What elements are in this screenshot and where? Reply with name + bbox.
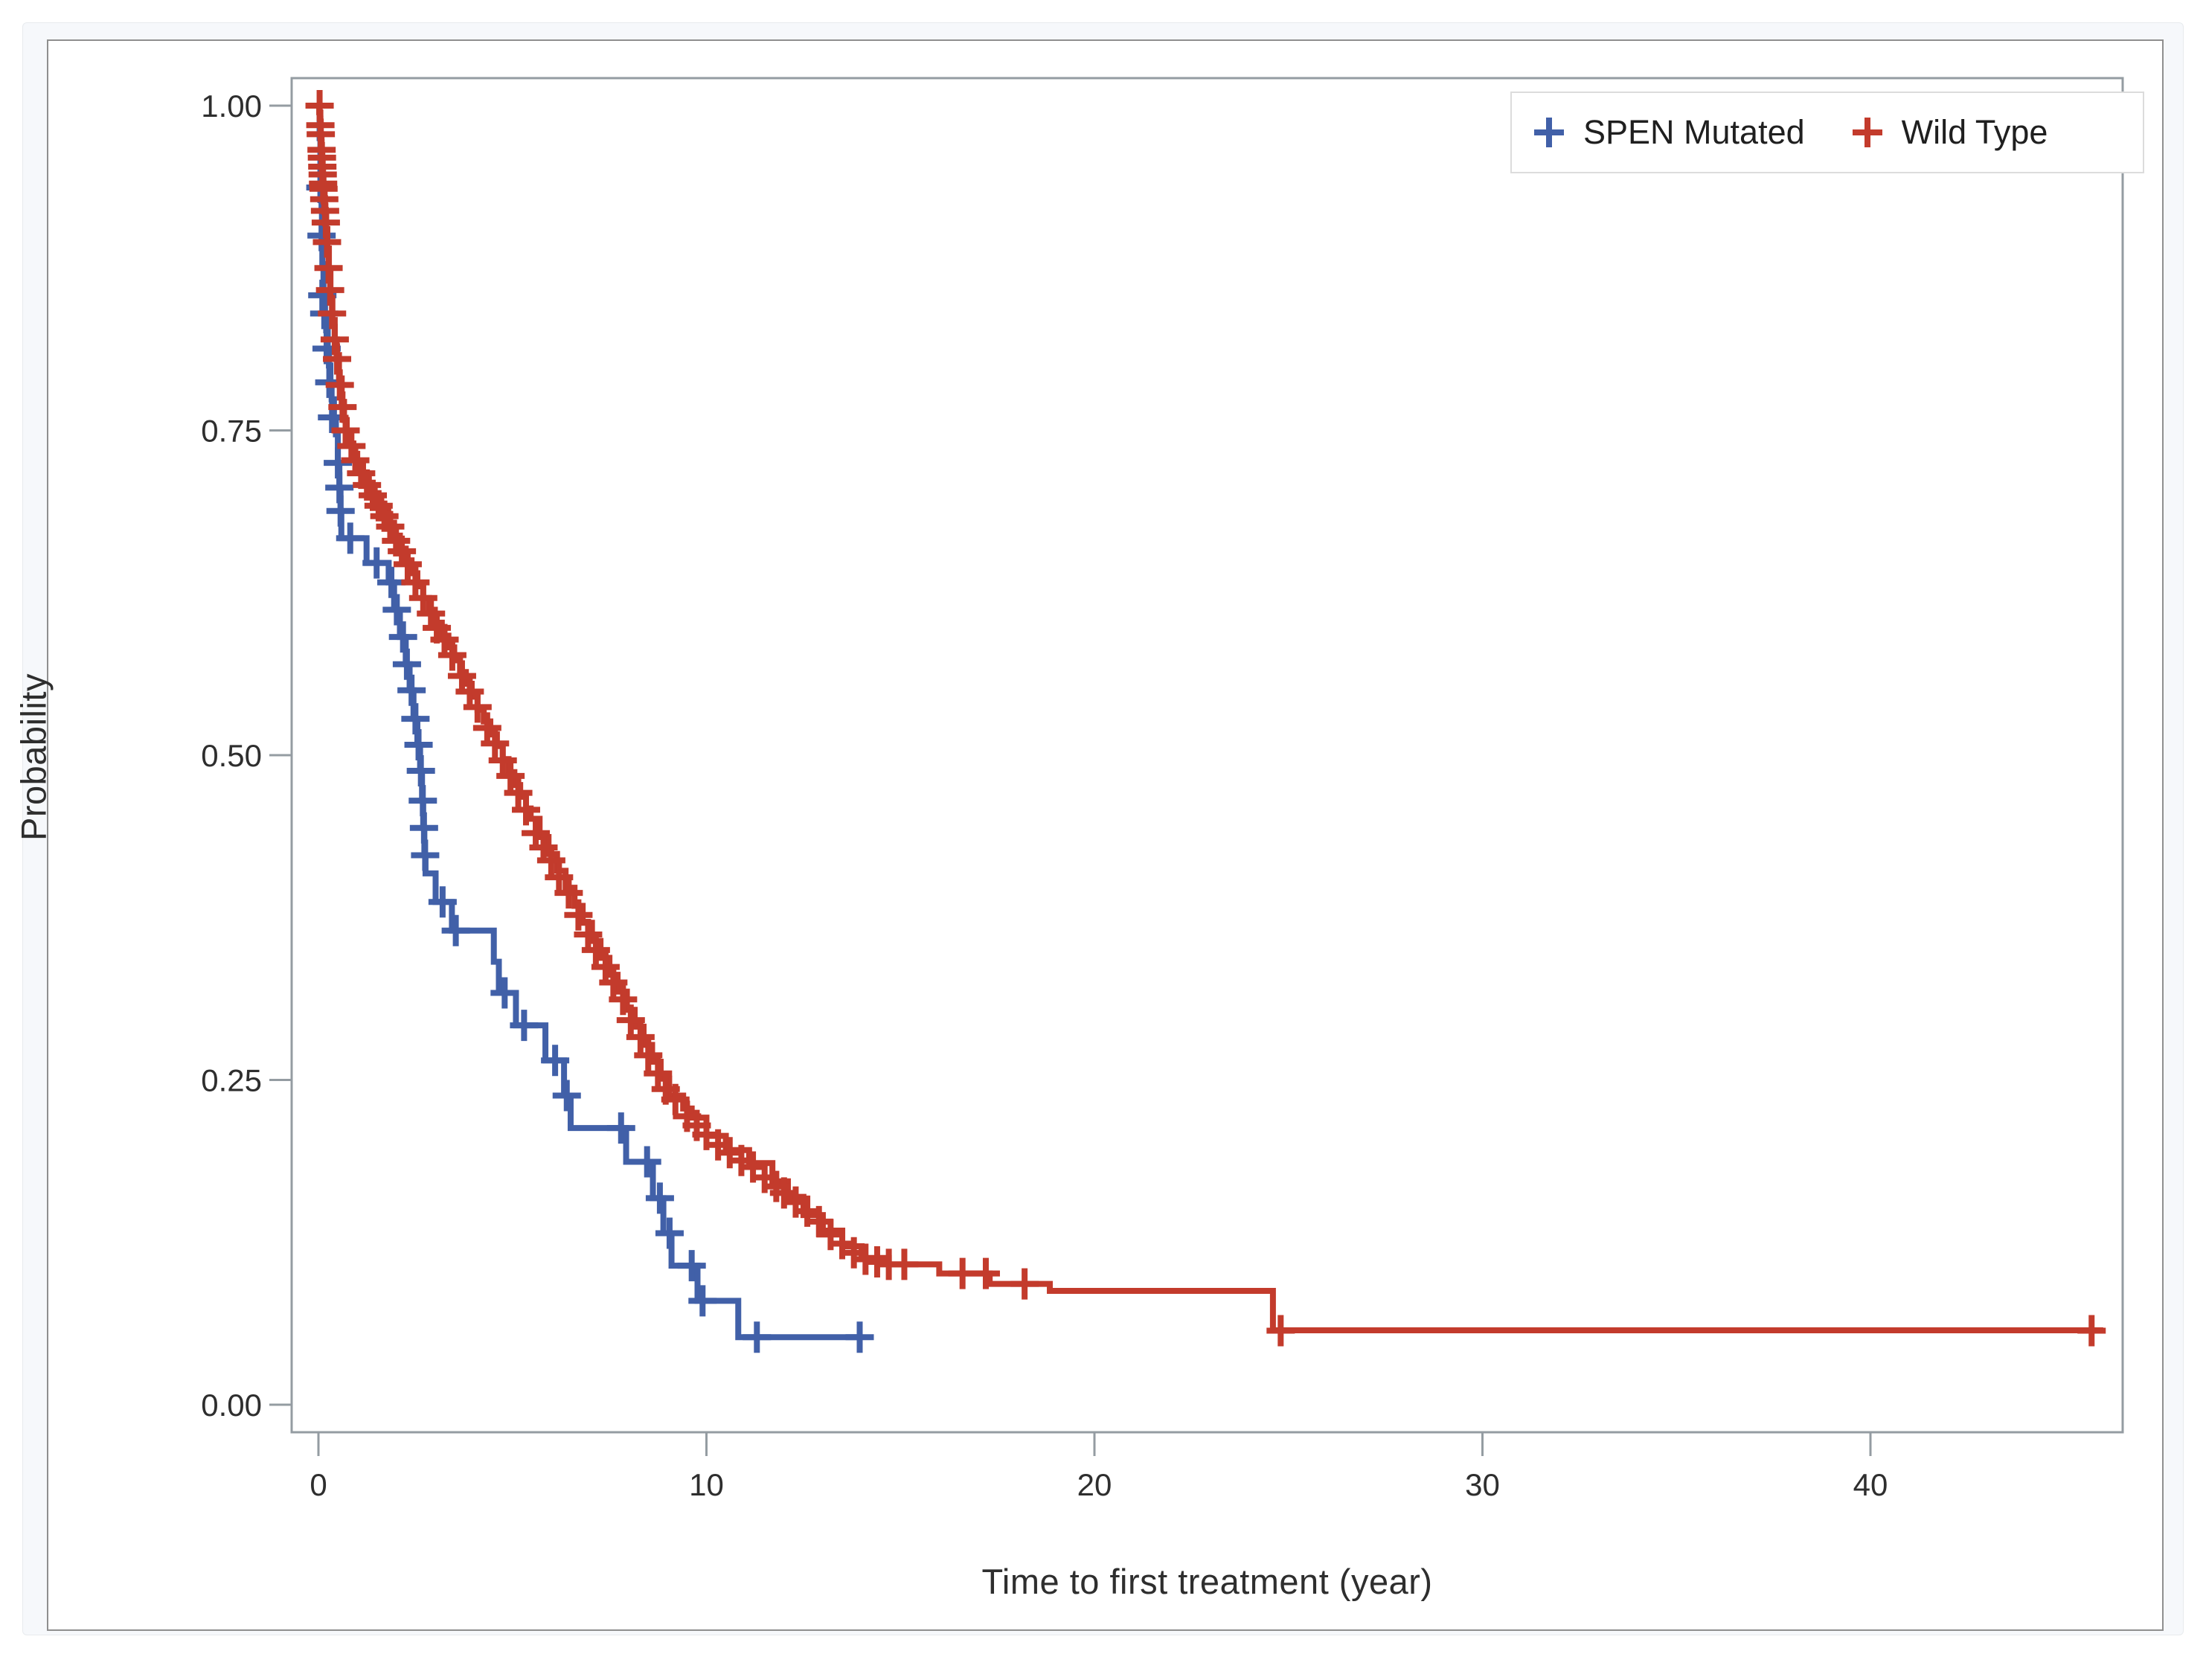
y-tick-label: 1.00: [201, 89, 262, 124]
x-axis-title: Time to first treatment (year): [981, 1562, 1433, 1601]
plot-frame: [290, 77, 2124, 1434]
survival-step-curve: [316, 103, 2103, 1333]
survival-step-curve: [316, 103, 862, 1341]
x-tick-label: 30: [1465, 1467, 1500, 1502]
censor-marks: [306, 171, 874, 1353]
y-tick-label: 0.00: [201, 1388, 262, 1423]
legend-item-wild-type: Wild Type: [1850, 113, 2048, 152]
plus-censor-icon: [1534, 118, 1564, 147]
chart-canvas: [47, 39, 2164, 1631]
legend-label: Wild Type: [1901, 113, 2048, 151]
x-tick-label: 40: [1853, 1467, 1888, 1502]
x-tick-label: 20: [1077, 1467, 1112, 1502]
censor-marks: [305, 90, 2106, 1347]
legend: SPEN Mutated Wild Type: [1510, 92, 2144, 173]
legend-item-spen-mutated: SPEN Mutated: [1531, 113, 1805, 152]
legend-label: SPEN Mutated: [1583, 113, 1805, 151]
y-tick-label: 0.25: [201, 1063, 262, 1098]
y-axis-title: Probability: [13, 673, 54, 841]
y-tick-label: 0.50: [201, 738, 262, 773]
x-tick-label: 10: [689, 1467, 724, 1502]
x-tick-label: 0: [310, 1467, 327, 1502]
plus-censor-icon: [1852, 118, 1882, 147]
y-tick-label: 0.75: [201, 414, 262, 449]
